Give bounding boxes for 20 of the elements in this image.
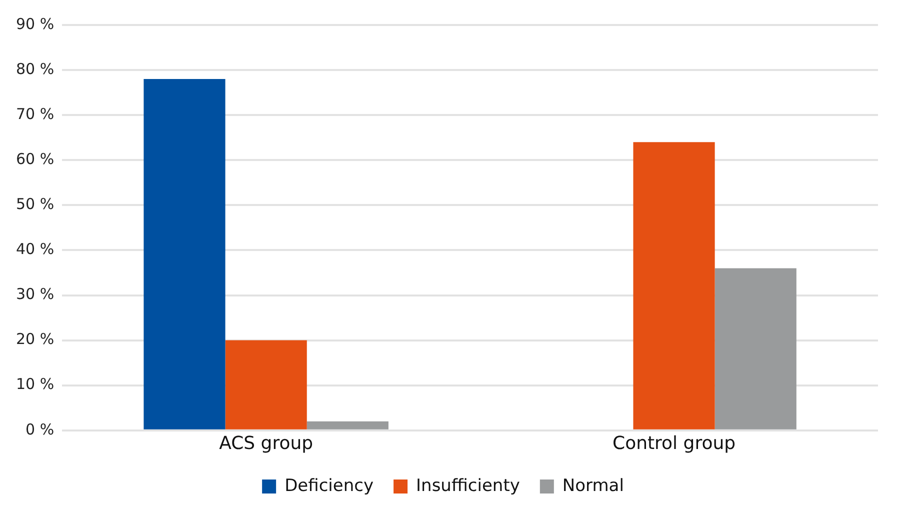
legend-label: Insufficienty bbox=[416, 476, 520, 496]
y-tick-label: 50 % bbox=[16, 195, 54, 214]
bar bbox=[225, 340, 307, 430]
bar bbox=[714, 268, 796, 430]
y-tick-label: 90 % bbox=[16, 14, 54, 33]
legend-label: Deficiency bbox=[284, 476, 374, 496]
bar bbox=[633, 142, 715, 430]
y-tick-label: 10 % bbox=[16, 375, 54, 394]
y-tick-label: 0 % bbox=[26, 420, 54, 438]
y-tick-label: 20 % bbox=[16, 330, 54, 348]
legend-label: Normal bbox=[562, 476, 624, 496]
x-tick-label: Control group bbox=[612, 432, 736, 454]
y-tick-label: 80 % bbox=[16, 60, 54, 78]
bar bbox=[306, 421, 388, 430]
y-tick-label: 40 % bbox=[16, 240, 54, 258]
bar bbox=[144, 79, 226, 430]
y-tick-label: 70 % bbox=[16, 104, 54, 123]
y-tick-label: 30 % bbox=[16, 285, 54, 304]
x-tick-label: ACS group bbox=[219, 432, 314, 454]
y-tick-label: 60 % bbox=[16, 150, 54, 168]
